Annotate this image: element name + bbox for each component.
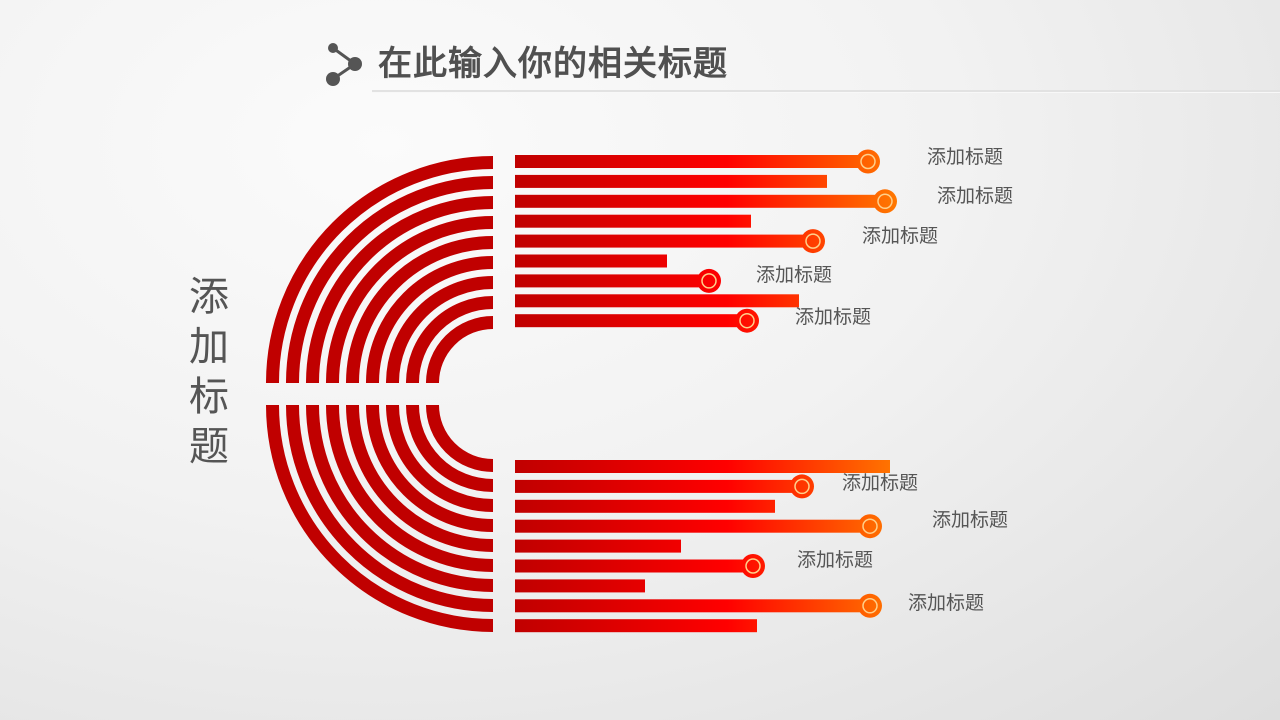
- bar: [515, 314, 747, 328]
- bar: [515, 559, 753, 573]
- bar-label: 添加标题: [927, 146, 1004, 168]
- bar-label: 添加标题: [932, 509, 1009, 531]
- marker-ring-icon: [877, 193, 893, 210]
- bar-label: 添加标题: [862, 225, 939, 247]
- bar: [515, 214, 751, 228]
- bar: [515, 234, 813, 248]
- bar: [515, 499, 775, 513]
- bar-label: 添加标题: [908, 592, 985, 614]
- bar: [515, 599, 870, 613]
- marker-ring-icon: [805, 233, 821, 249]
- arc-segment: [286, 404, 494, 612]
- bar: [515, 519, 870, 533]
- arc-segment: [266, 156, 494, 384]
- page-title: 在此输入你的相关标题: [378, 44, 728, 84]
- marker-dot: [873, 189, 897, 214]
- marker-dot: [856, 149, 880, 174]
- arc-segment: [326, 216, 494, 384]
- bar: [515, 155, 868, 168]
- arc-segment: [406, 296, 494, 384]
- marker-dot: [735, 308, 759, 333]
- side-title-char: 添: [189, 274, 229, 320]
- arc-segment: [366, 256, 494, 384]
- marker-ring-icon: [745, 558, 761, 574]
- bar: [515, 460, 890, 473]
- bar: [515, 294, 799, 308]
- bar: [515, 479, 802, 493]
- arc-segment: [346, 236, 494, 384]
- bar-label: 添加标题: [842, 472, 919, 494]
- bar: [515, 579, 645, 593]
- marker-ring-icon: [701, 273, 717, 289]
- marker-ring-icon: [862, 518, 878, 534]
- share-nodes-icon: [326, 43, 362, 86]
- bar: [515, 254, 667, 268]
- marker-ring-icon: [739, 312, 755, 329]
- arc-segment: [306, 404, 494, 592]
- bar: [515, 539, 681, 553]
- bottom-bar-group: [515, 460, 890, 633]
- arc-segment: [326, 404, 494, 572]
- arc-segment: [386, 276, 494, 384]
- side-title: 添 加 标 题: [184, 272, 234, 472]
- top-arc-group: [266, 156, 494, 384]
- arc-segment: [266, 404, 494, 632]
- bar: [515, 194, 885, 208]
- bar-label: 添加标题: [756, 264, 833, 286]
- bar-label: 添加标题: [795, 306, 872, 328]
- marker-dot: [790, 474, 814, 499]
- marker-dot: [741, 554, 765, 578]
- side-title-char: 标: [189, 374, 229, 420]
- bar: [515, 174, 827, 188]
- marker-dot: [801, 229, 825, 254]
- marker-ring-icon: [862, 598, 878, 614]
- side-title-char: 题: [189, 424, 229, 470]
- marker-ring-icon: [860, 153, 876, 170]
- arc-segment: [286, 176, 494, 384]
- arc-segment: [366, 404, 494, 532]
- top-bar-group: [515, 149, 897, 333]
- marker-ring-icon: [794, 478, 810, 495]
- bar: [515, 619, 757, 633]
- arc-segment: [306, 196, 494, 384]
- arc-segment: [426, 316, 494, 384]
- arc-segment: [426, 404, 494, 472]
- marker-dot: [858, 593, 882, 618]
- bar-label: 添加标题: [797, 549, 874, 571]
- side-title-char: 加: [189, 324, 229, 370]
- arc-segment: [346, 404, 494, 552]
- marker-dot: [858, 514, 882, 539]
- arc-segment: [406, 404, 494, 492]
- bar: [515, 274, 709, 288]
- bar-label: 添加标题: [937, 185, 1014, 207]
- marker-dot: [697, 268, 721, 293]
- bottom-arc-group: [266, 404, 494, 632]
- arc-segment: [386, 404, 494, 512]
- title-divider: [372, 90, 1280, 93]
